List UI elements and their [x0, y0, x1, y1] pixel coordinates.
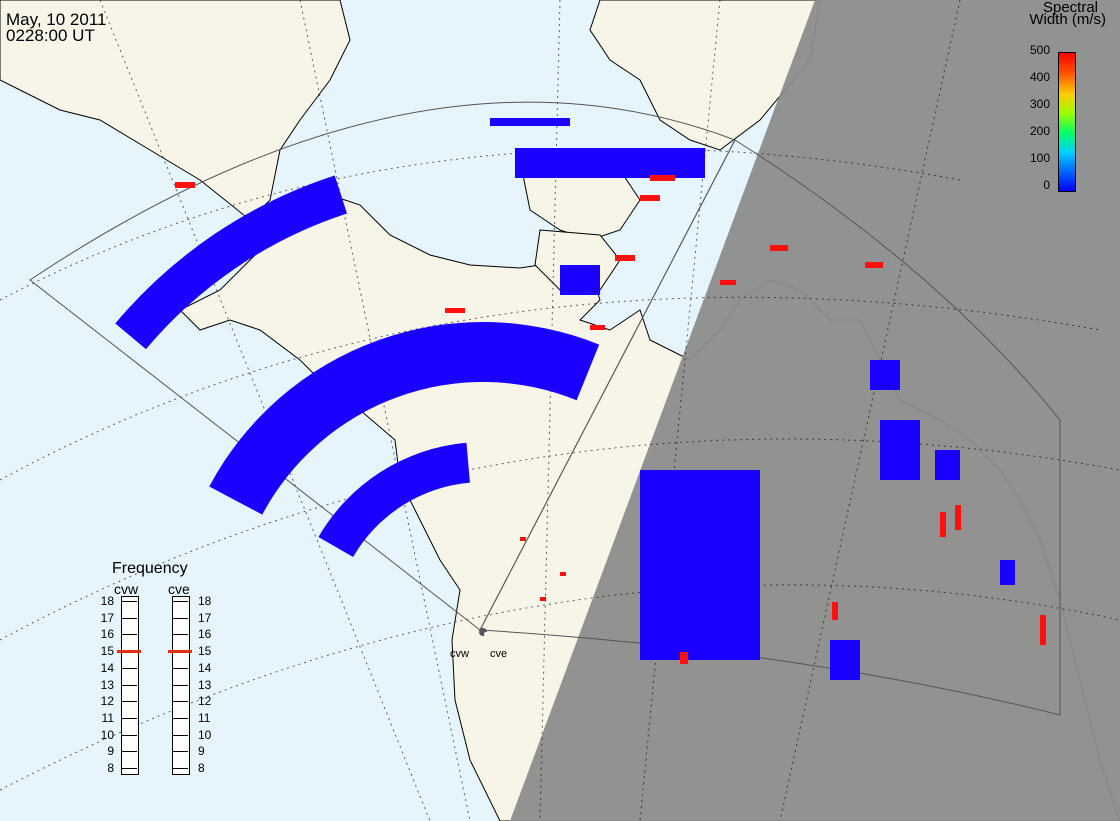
frequency-title: Frequency: [112, 560, 188, 577]
scatter-cell: [865, 262, 883, 268]
scatter-band: [209, 322, 600, 515]
scatter-cell: [880, 420, 920, 480]
frequency-gridline: [172, 768, 188, 769]
scatter-cell: [590, 325, 605, 330]
scatter-cell: [560, 572, 566, 576]
frequency-gridline: [121, 634, 137, 636]
colorbar-tick: 500: [1029, 43, 1050, 57]
frequency-tick-label: 16: [100, 627, 114, 642]
scatter-cell: [540, 597, 546, 601]
colorbar-tick: 0: [1043, 178, 1050, 192]
scatter-cell: [515, 148, 705, 178]
scatter-cell: [615, 255, 635, 261]
frequency-tick-label: 14: [100, 660, 114, 675]
selected-frequency-marker: [117, 650, 141, 654]
frequency-tick-label: 9: [107, 744, 114, 759]
site-label-cvw: cvw: [450, 648, 469, 660]
colorbar-title-line2: Width (m/s): [1029, 11, 1106, 28]
frequency-tick-label: 13: [198, 677, 212, 692]
frequency-gridline: [121, 717, 137, 719]
frequency-radar-cvw: cvw: [114, 581, 139, 597]
scatter-cell: [720, 280, 736, 285]
frequency-gridline: [172, 617, 188, 619]
frequency-gridline: [172, 717, 188, 719]
frequency-gridline: [172, 667, 188, 669]
scatter-cell: [520, 537, 526, 541]
cve-site-marker: [484, 632, 488, 636]
frequency-gridline: [172, 701, 188, 703]
frequency-radar-cve: cve: [168, 581, 190, 597]
scatter-cell: [560, 265, 600, 295]
scatter-cell: [640, 470, 760, 660]
frequency-gridline: [172, 601, 188, 602]
frequency-tick-label: 9: [198, 744, 205, 759]
frequency-tick-label: 17: [100, 610, 114, 625]
frequency-tick-label: 13: [100, 677, 114, 692]
scatter-band: [115, 175, 348, 350]
colorbar-tick: 400: [1029, 70, 1050, 84]
frequency-gridline: [172, 634, 188, 636]
frequency-gridline: [121, 617, 137, 619]
frequency-tick-label: 18: [198, 594, 212, 608]
frequency-tick-label: 11: [101, 710, 114, 725]
frequency-gridline: [172, 684, 188, 686]
frequency-tick-label: 15: [198, 644, 212, 659]
frequency-gridline: [121, 701, 137, 703]
scatter-cell: [490, 118, 570, 126]
frequency-tick-label: 8: [198, 761, 205, 775]
selected-frequency-marker: [168, 650, 192, 654]
frequency-gridline: [172, 751, 188, 753]
date-label: May, 10 2011: [6, 10, 107, 29]
frequency-gridline: [121, 734, 137, 736]
scatter-cell: [770, 245, 788, 251]
frequency-tick-label: 10: [198, 727, 212, 742]
backscatter-cells: [115, 118, 1046, 680]
radar-site-markers: [479, 628, 488, 636]
scatter-band: [318, 442, 470, 557]
scatter-cell: [830, 640, 860, 680]
frequency-tick-label: 8: [107, 761, 114, 775]
frequency-tick-label: 12: [198, 694, 212, 709]
colorbar-title-line1: Spectral: [1042, 0, 1098, 16]
frequency-scale-cve: [172, 596, 190, 775]
frequency-tick-label: 18: [100, 594, 114, 608]
scatter-cell: [640, 195, 660, 201]
frequency-tick-label: 11: [198, 710, 211, 725]
frequency-tick-label: 17: [198, 610, 212, 625]
colorbar-tick: 100: [1029, 151, 1050, 165]
frequency-tick-label: 16: [198, 627, 212, 642]
time-label: 0228:00 UT: [6, 26, 95, 45]
scatter-cell: [870, 360, 900, 390]
scatter-cell: [1000, 560, 1015, 585]
scatter-cell: [175, 182, 195, 188]
colorbar-tick: 300: [1029, 97, 1050, 111]
scatter-cell: [1040, 615, 1046, 645]
frequency-tick-label: 14: [198, 660, 212, 675]
scatter-cell: [955, 505, 961, 530]
scatter-cell: [680, 652, 688, 664]
frequency-tick-label: 15: [100, 644, 114, 659]
frequency-gridline: [121, 684, 137, 686]
colorbar-tick: 200: [1029, 124, 1050, 138]
scatter-cell: [940, 512, 946, 537]
frequency-tick-label: 10: [100, 727, 114, 742]
scatter-cell: [832, 602, 838, 620]
frequency-gridline: [121, 667, 137, 669]
frequency-gridline: [121, 751, 137, 753]
scatter-cell: [445, 308, 465, 313]
frequency-gridline: [121, 601, 137, 602]
site-label-cve: cve: [490, 648, 508, 660]
scatter-cell: [935, 450, 960, 480]
scatter-cell: [650, 175, 675, 181]
frequency-gridline: [172, 734, 188, 736]
colorbar: [1058, 52, 1076, 192]
frequency-tick-label: 12: [100, 694, 114, 709]
frequency-scale-cvw: [121, 596, 139, 775]
frequency-gridline: [121, 768, 137, 769]
